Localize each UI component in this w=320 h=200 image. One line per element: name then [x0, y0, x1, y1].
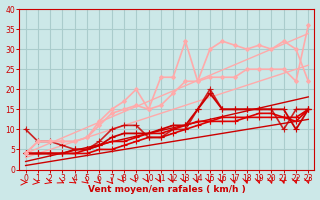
X-axis label: Vent moyen/en rafales ( km/h ): Vent moyen/en rafales ( km/h ) — [88, 185, 246, 194]
